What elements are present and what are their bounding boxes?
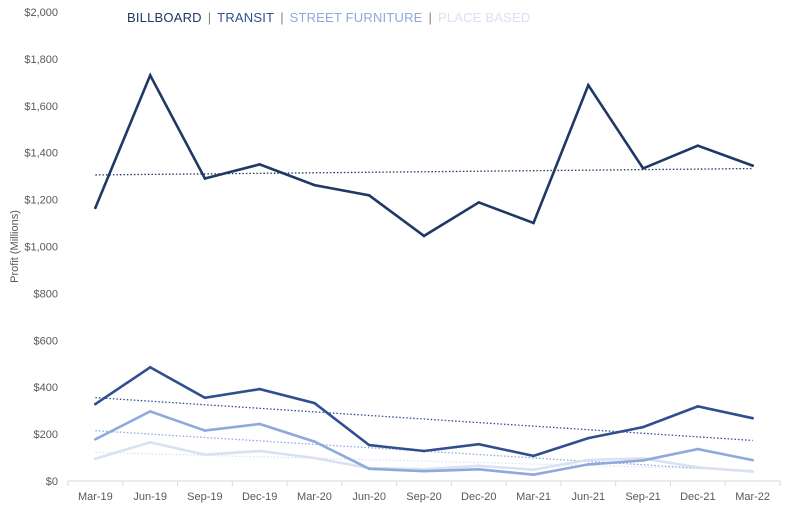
data-point-street-furniture [313, 440, 316, 443]
data-point-billboard [751, 164, 754, 167]
data-point-street-furniture [696, 447, 700, 451]
x-tick-label: Jun-19 [133, 491, 167, 503]
data-point-transit [148, 365, 152, 369]
data-point-street-furniture [532, 473, 535, 476]
data-point-transit [422, 449, 426, 453]
legend-item-street-furniture: STREET FURNITURE [290, 10, 423, 25]
data-point-billboard [477, 201, 481, 204]
data-point-billboard [641, 167, 645, 170]
data-point-billboard [587, 83, 590, 87]
x-tick-label: Mar-21 [516, 491, 551, 503]
y-tick-label: $2,000 [24, 7, 58, 19]
data-point-place-based [532, 468, 535, 472]
x-tick-label: Dec-21 [680, 491, 715, 503]
series-line-transit [94, 365, 754, 458]
x-tick-label: Jun-20 [352, 491, 386, 503]
data-point-place-based [587, 458, 590, 462]
data-point-billboard [313, 183, 316, 187]
legend: BILLBOARD | TRANSIT | STREET FURNITURE | PLACE… [127, 10, 530, 25]
legend-item-transit: TRANSIT [217, 10, 274, 25]
data-point-street-furniture [94, 437, 97, 441]
series-layer [94, 72, 754, 477]
data-point-transit [751, 416, 754, 420]
x-tick-label: Mar-22 [735, 491, 770, 503]
data-point-transit [94, 402, 97, 406]
data-point-billboard [367, 194, 371, 197]
x-tick-label: Sep-20 [406, 491, 441, 503]
y-tick-label: $1,600 [24, 101, 58, 113]
data-point-place-based [751, 470, 754, 473]
y-tick-label: $1,000 [24, 242, 58, 254]
data-point-transit [641, 425, 645, 429]
data-point-billboard [203, 177, 207, 180]
y-tick-label: $400 [34, 382, 58, 394]
data-point-place-based [148, 441, 152, 444]
data-point-street-furniture [367, 467, 371, 471]
y-tick-label: $1,200 [24, 195, 58, 207]
data-point-place-based [696, 466, 700, 469]
data-point-place-based [258, 449, 261, 453]
x-tick-label: Mar-19 [78, 491, 113, 503]
trendline-transit [95, 396, 753, 442]
data-point-transit [587, 436, 590, 440]
y-axis-title: Profit (Millions) [9, 210, 21, 283]
data-point-street-furniture [641, 459, 645, 462]
legend-item-billboard: BILLBOARD [127, 10, 202, 25]
data-point-billboard [148, 74, 152, 77]
data-point-place-based [313, 456, 316, 460]
data-point-billboard [258, 163, 261, 166]
data-point-billboard [532, 221, 535, 225]
data-point-street-furniture [258, 422, 261, 426]
legend-separator: | [280, 10, 283, 25]
x-tick-label: Sep-19 [187, 491, 222, 503]
y-tick-label: $800 [34, 288, 58, 300]
data-point-transit [313, 401, 316, 405]
data-point-billboard [94, 206, 97, 210]
data-point-place-based [94, 457, 97, 461]
data-point-billboard [696, 144, 700, 147]
data-point-transit [477, 442, 481, 446]
legend-separator: | [208, 10, 211, 25]
y-tick-label: $0 [46, 476, 58, 488]
data-point-transit [258, 387, 261, 391]
data-point-place-based [203, 453, 207, 457]
y-tick-label: $1,400 [24, 148, 58, 160]
data-point-street-furniture [587, 463, 590, 466]
legend-item-place-based: PLACE BASED [438, 10, 531, 25]
legend-separator: | [429, 10, 432, 25]
series-line-billboard [94, 72, 754, 238]
y-tick-label: $1,800 [24, 54, 58, 66]
series-line-street-furniture [94, 409, 754, 477]
data-point-street-furniture [751, 458, 754, 462]
y-tick-label: $600 [34, 335, 58, 347]
data-point-transit [367, 443, 371, 447]
data-point-street-furniture [477, 467, 481, 471]
axis-layer: $0 $200 $400 $600 $800 $1,000 $1,200 $1,400 $1,6… [24, 7, 781, 503]
x-tick-label: Dec-20 [461, 491, 496, 503]
x-tick-label: Sep-21 [625, 491, 660, 503]
trendline-billboard [95, 167, 753, 176]
data-point-billboard [422, 234, 426, 238]
data-point-transit [532, 454, 535, 458]
data-point-transit [696, 405, 700, 408]
x-tick-label: Mar-20 [297, 491, 332, 503]
x-tick-label: Dec-19 [242, 491, 277, 503]
data-point-place-based [641, 456, 645, 460]
x-tick-label: Jun-21 [571, 491, 605, 503]
data-point-street-furniture [148, 410, 152, 413]
data-point-transit [203, 396, 207, 400]
y-tick-label: $200 [34, 429, 58, 441]
data-point-street-furniture [203, 429, 207, 432]
data-point-place-based [477, 464, 481, 468]
data-point-street-furniture [422, 469, 426, 473]
